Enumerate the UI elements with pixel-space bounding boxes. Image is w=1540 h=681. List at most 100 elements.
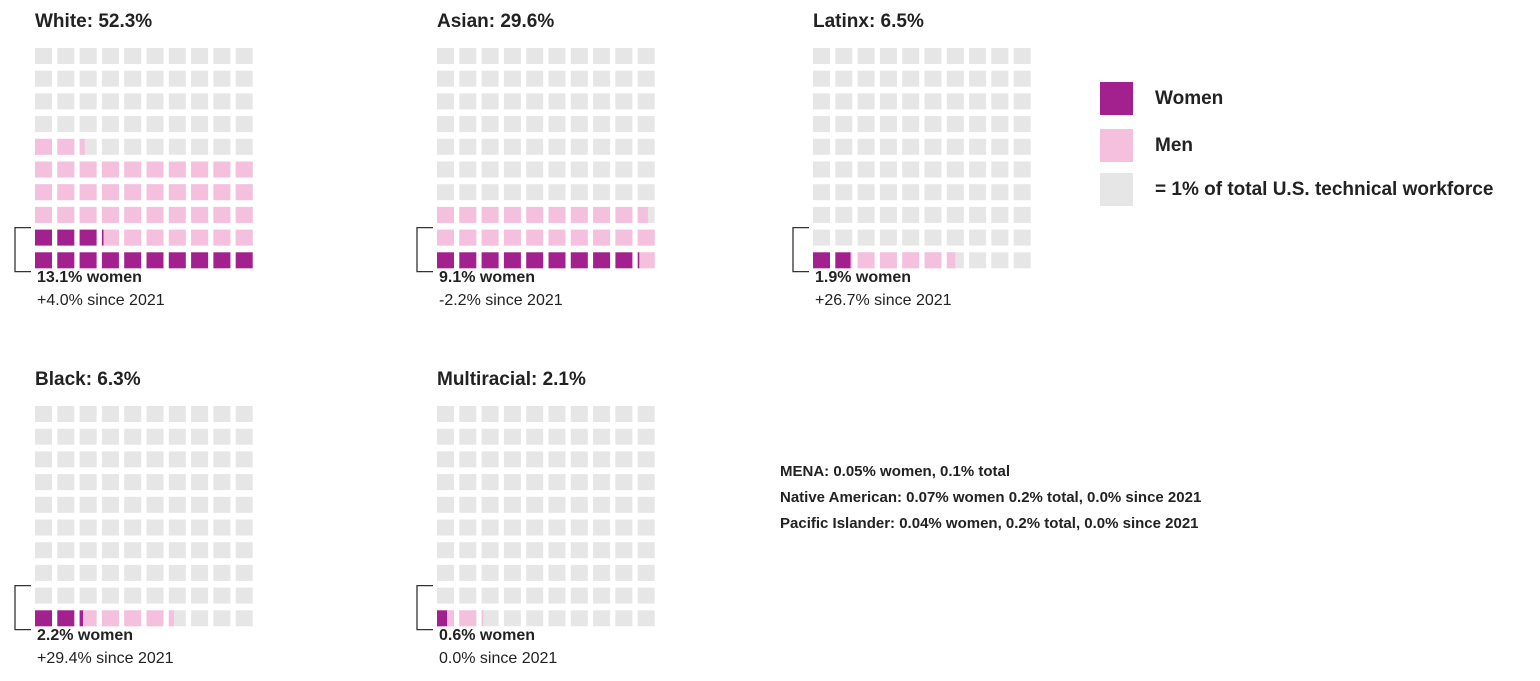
cell — [1013, 93, 1031, 110]
cell — [213, 406, 231, 422]
cell — [503, 116, 521, 133]
women-cell — [503, 252, 521, 269]
cell — [813, 229, 830, 246]
men-cell — [503, 229, 521, 246]
cell — [593, 116, 611, 133]
cell — [857, 229, 875, 246]
cell — [570, 519, 588, 536]
cell — [615, 70, 633, 87]
cell — [969, 206, 987, 223]
cell — [526, 542, 544, 559]
cell — [57, 496, 75, 513]
men-cell — [79, 184, 97, 201]
cell — [101, 406, 119, 422]
cell — [570, 428, 588, 445]
cell — [459, 406, 477, 422]
men-cell — [101, 610, 119, 627]
cell — [570, 474, 588, 491]
cell — [124, 116, 142, 133]
cell — [813, 116, 830, 133]
cell — [879, 93, 897, 110]
cell — [459, 138, 477, 155]
cell — [124, 406, 142, 422]
cell — [168, 48, 186, 64]
cell — [79, 451, 97, 468]
men-cell — [526, 206, 544, 223]
cell — [857, 48, 875, 64]
cell — [835, 70, 853, 87]
cell — [902, 70, 920, 87]
cell — [503, 428, 521, 445]
cell — [101, 474, 119, 491]
cell — [124, 564, 142, 581]
cell — [79, 48, 97, 64]
cell — [191, 70, 209, 87]
men-cell — [235, 229, 253, 246]
women-label: 13.1% women — [37, 269, 142, 286]
women-cell — [637, 252, 640, 269]
cell — [191, 496, 209, 513]
men-cell — [615, 206, 633, 223]
cell — [101, 587, 119, 604]
cell — [35, 542, 52, 559]
cell — [437, 138, 454, 155]
men-cell — [101, 184, 119, 201]
men-cell — [146, 206, 164, 223]
cell — [481, 48, 499, 64]
cell — [213, 48, 231, 64]
cell — [813, 93, 830, 110]
cell — [213, 496, 231, 513]
cell — [503, 161, 521, 178]
cell — [437, 48, 454, 64]
men-cell — [503, 206, 521, 223]
cell — [526, 70, 544, 87]
men-cell — [57, 184, 75, 201]
cell — [235, 116, 253, 133]
men-cell — [570, 206, 588, 223]
cell — [168, 406, 186, 422]
legend-label: = 1% of total U.S. technical workforce — [1155, 179, 1493, 200]
men-cell — [124, 610, 142, 627]
cell — [503, 564, 521, 581]
cell — [213, 116, 231, 133]
cell — [213, 138, 231, 155]
cell — [593, 496, 611, 513]
men-cell — [191, 206, 209, 223]
cell — [437, 564, 454, 581]
cell — [924, 138, 942, 155]
men-cell — [437, 206, 454, 223]
cell — [235, 48, 253, 64]
cell — [593, 451, 611, 468]
cell — [813, 206, 830, 223]
cell — [526, 496, 544, 513]
cell — [459, 184, 477, 201]
cell — [235, 587, 253, 604]
cell — [191, 138, 209, 155]
men-cell — [35, 161, 52, 178]
men-cell — [124, 161, 142, 178]
cell — [503, 184, 521, 201]
cell — [35, 587, 52, 604]
cell — [124, 70, 142, 87]
cell — [124, 138, 142, 155]
cell — [615, 48, 633, 64]
cell — [168, 138, 186, 155]
change-label: +26.7% since 2021 — [815, 292, 952, 309]
cell — [146, 93, 164, 110]
cell — [991, 70, 1009, 87]
cell — [191, 93, 209, 110]
cell — [235, 70, 253, 87]
cell — [570, 116, 588, 133]
cell — [146, 542, 164, 559]
cell — [146, 138, 164, 155]
cell — [168, 116, 186, 133]
group-title: Latinx: 6.5% — [813, 11, 924, 32]
cell — [593, 587, 611, 604]
cell — [57, 474, 75, 491]
cell — [168, 428, 186, 445]
men-cell — [168, 229, 186, 246]
cell — [637, 138, 655, 155]
men-cell — [124, 206, 142, 223]
bracket — [14, 226, 31, 273]
cell — [570, 70, 588, 87]
